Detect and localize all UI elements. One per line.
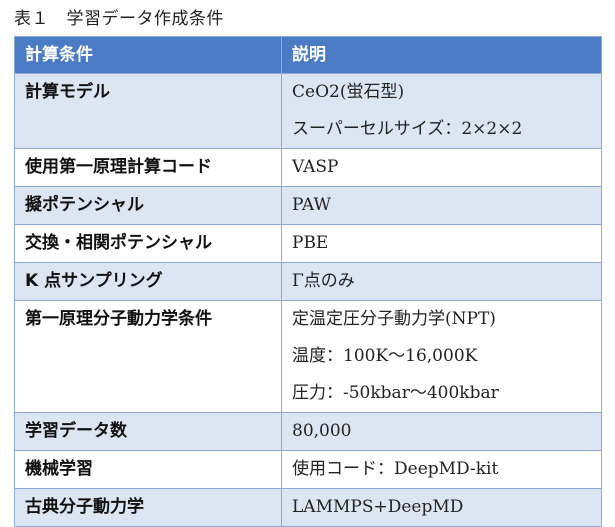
row-label: 第一原理分子動力学条件 — [14, 300, 282, 413]
table-header-row: 計算条件 説明 — [14, 36, 602, 74]
value-line: LAMMPS+DeepMD — [292, 497, 464, 517]
row-label: 古典分子動力学 — [14, 488, 282, 527]
table-caption: 表１ 学習データ作成条件 — [14, 9, 224, 29]
table-row: 第一原理分子動力学条件 定温定圧分子動力学(NPT) 温度：100K～16,00… — [14, 300, 602, 413]
table-row: 学習データ数 80,000 — [14, 412, 602, 451]
table-row: 使用第一原理計算コード VASP — [14, 148, 602, 187]
row-value: LAMMPS+DeepMD — [281, 488, 602, 527]
row-value: 80,000 — [281, 412, 602, 451]
row-value: CeO2(蛍石型) スーパーセルサイズ：2×2×2 — [281, 73, 602, 149]
value-line: CeO2(蛍石型) — [292, 82, 405, 102]
row-label: 学習データ数 — [14, 412, 282, 451]
row-value: PBE — [281, 224, 602, 263]
table-row: 古典分子動力学 LAMMPS+DeepMD — [14, 488, 602, 527]
table-row: 交換・相関ポテンシャル PBE — [14, 224, 602, 263]
row-label: 使用第一原理計算コード — [14, 148, 282, 187]
row-label: 交換・相関ポテンシャル — [14, 224, 282, 263]
value-line: 定温定圧分子動力学(NPT) — [292, 309, 496, 329]
value-line: Γ点のみ — [292, 271, 355, 291]
row-label: 擬ポテンシャル — [14, 186, 282, 225]
table-row: 機械学習 使用コード：DeepMD-kit — [14, 450, 602, 489]
value-line: VASP — [292, 157, 339, 177]
value-line: 80,000 — [292, 421, 352, 441]
value-line: 温度：100K～16,000K — [292, 346, 478, 366]
row-value: 使用コード：DeepMD-kit — [281, 450, 602, 489]
value-line: PBE — [292, 233, 329, 253]
row-label: K 点サンプリング — [14, 262, 282, 301]
header-condition: 計算条件 — [14, 36, 282, 74]
table-row: 計算モデル CeO2(蛍石型) スーパーセルサイズ：2×2×2 — [14, 73, 602, 149]
row-value: VASP — [281, 148, 602, 187]
row-label: 計算モデル — [14, 73, 282, 149]
row-value: Γ点のみ — [281, 262, 602, 301]
value-line: 使用コード：DeepMD-kit — [292, 459, 499, 479]
table-row: 擬ポテンシャル PAW — [14, 186, 602, 225]
value-line: 圧力：-50kbar～400kbar — [292, 383, 499, 403]
conditions-table: 計算条件 説明 計算モデル CeO2(蛍石型) スーパーセルサイズ：2×2×2 … — [14, 36, 602, 527]
value-line: スーパーセルサイズ：2×2×2 — [292, 119, 523, 139]
table-row: K 点サンプリング Γ点のみ — [14, 262, 602, 301]
value-line: PAW — [292, 195, 331, 215]
row-label: 機械学習 — [14, 450, 282, 489]
row-value: 定温定圧分子動力学(NPT) 温度：100K～16,000K 圧力：-50kba… — [281, 300, 602, 413]
row-value: PAW — [281, 186, 602, 225]
header-description: 説明 — [281, 36, 602, 74]
